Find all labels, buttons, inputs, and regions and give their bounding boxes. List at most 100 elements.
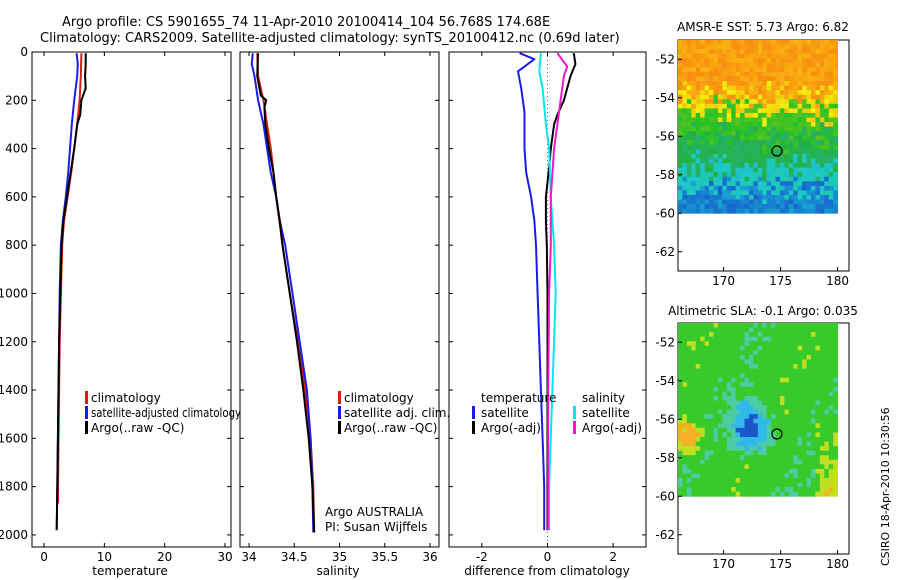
map-cell (686, 122, 692, 128)
map-cell (828, 204, 834, 210)
map-cell (815, 323, 821, 328)
map-cell (784, 112, 790, 118)
map-cell (717, 199, 723, 205)
map-cell (828, 126, 834, 132)
map-cell (700, 368, 705, 374)
map-cell (713, 199, 719, 205)
map-cell (709, 423, 714, 429)
map-cell (722, 354, 728, 360)
map-cell (779, 172, 785, 178)
map-cell (793, 90, 799, 96)
map-cell (762, 405, 768, 411)
map-cell (766, 94, 772, 100)
map-cell (709, 153, 714, 159)
map-cell (704, 350, 710, 356)
map-cell (762, 122, 768, 128)
map-cell (815, 350, 821, 356)
map-cell (757, 153, 763, 159)
map-cell (775, 204, 781, 210)
map-cell (793, 386, 799, 392)
map-cell (686, 149, 692, 155)
map-cell (797, 350, 803, 356)
map-cell (686, 103, 692, 109)
map-cell (704, 423, 710, 429)
map-cell (753, 455, 759, 461)
map-cell (713, 195, 719, 200)
sst-map-title: AMSR-E SST: 5.73 Argo: 6.82 (677, 20, 849, 34)
map-cell (762, 455, 768, 461)
map-cell (700, 94, 705, 100)
map-cell (740, 400, 745, 406)
depth-tick-label: 1600 (0, 431, 28, 445)
map-cell (802, 359, 807, 365)
map-cell (704, 62, 710, 68)
map-cell (779, 49, 785, 55)
map-cell (753, 473, 759, 479)
map-cell (775, 386, 781, 392)
map-cell (762, 117, 768, 123)
map-cell (704, 455, 710, 461)
map-cell (833, 455, 838, 461)
map-cell (686, 373, 692, 379)
map-cell (771, 122, 776, 128)
title-line1: Argo profile: CS 5901655_74 11-Apr-2010 … (62, 15, 550, 30)
map-cell (797, 382, 803, 388)
map-cell (748, 62, 754, 68)
map-cell (775, 359, 781, 365)
depth-tick-label: 1200 (0, 335, 28, 349)
map-cell (731, 341, 737, 347)
map-cell (704, 117, 710, 123)
map-cell (704, 382, 710, 388)
map-cell (682, 185, 688, 191)
map-cell (775, 103, 781, 109)
map-cell (691, 112, 697, 118)
map-cell (806, 149, 812, 155)
map-cell (815, 126, 821, 132)
depth-tick-label: 1800 (0, 480, 28, 494)
map-cell (811, 450, 816, 456)
map-cell (700, 327, 705, 333)
map-cell (753, 382, 759, 388)
map-cell (779, 482, 785, 488)
map-cell (828, 487, 834, 493)
map-cell (784, 395, 790, 401)
map-cell (788, 67, 794, 73)
map-cell (775, 53, 781, 59)
map-cell (775, 158, 781, 164)
map-cell (744, 108, 750, 114)
map-cell (797, 464, 803, 470)
map-cell (731, 195, 737, 200)
map-cell (686, 464, 692, 470)
map-cell (784, 126, 790, 132)
map-cell (691, 140, 697, 146)
map-cell (762, 195, 768, 200)
map-cell (797, 482, 803, 488)
map-cell (819, 436, 825, 442)
map-cell (762, 49, 768, 55)
map-cell (779, 135, 785, 141)
map-cell (682, 354, 688, 360)
map-cell (678, 341, 683, 347)
map-cell (726, 199, 732, 205)
map-cell (815, 341, 821, 347)
map-cell (797, 345, 803, 351)
map-cell (740, 359, 745, 365)
map-cell (709, 487, 714, 493)
map-cell (753, 432, 759, 438)
map-cell (731, 441, 737, 447)
map-cell (748, 468, 754, 474)
map-cell (766, 153, 772, 159)
map-cell (819, 432, 825, 438)
map-cell (811, 181, 816, 187)
map-cell (735, 386, 741, 392)
map-cell (806, 473, 812, 479)
map-cell (686, 341, 692, 347)
map-cell (682, 81, 688, 86)
map-cell (740, 478, 745, 483)
salinity-series (250, 53, 316, 533)
map-cell (682, 468, 688, 474)
map-cell (678, 395, 683, 401)
map-cell (815, 354, 821, 360)
map-cell (686, 441, 692, 447)
map-cell (762, 368, 768, 374)
